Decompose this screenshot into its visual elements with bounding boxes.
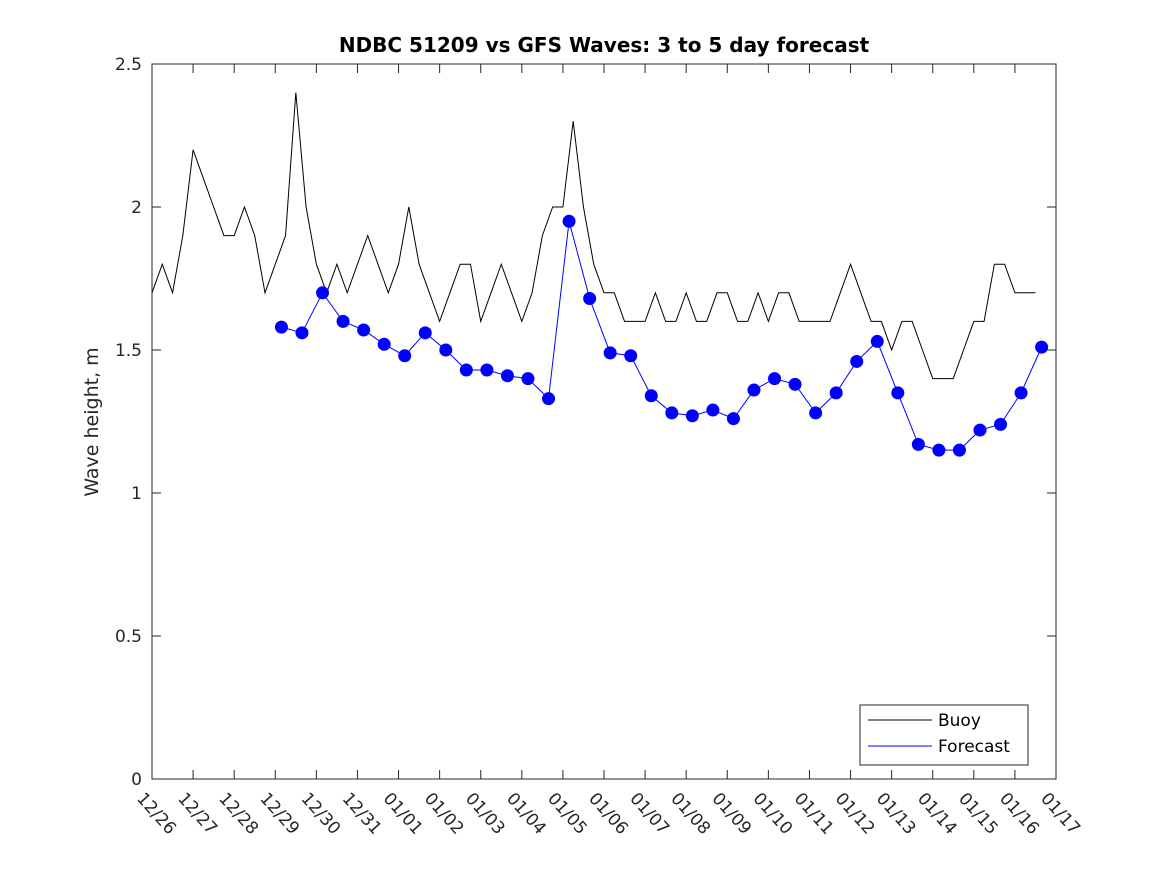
x-tick-label: 01/13 — [872, 789, 920, 839]
x-tick-label: 01/04 — [502, 789, 550, 839]
y-tick-label: 2 — [131, 198, 142, 218]
y-axis-label: Wave height, m — [81, 347, 103, 496]
axes-frame — [151, 63, 1057, 780]
x-tick-label: 01/17 — [1036, 789, 1084, 839]
x-tick-label: 01/16 — [995, 789, 1043, 839]
x-tick-label: 01/12 — [831, 789, 879, 839]
forecast-point — [994, 417, 1008, 431]
y-tick-label: 2.5 — [115, 55, 142, 75]
legend-box — [859, 704, 1029, 766]
forecast-point — [439, 343, 453, 357]
forecast-point — [973, 423, 987, 437]
x-tick-label: 12/28 — [214, 789, 262, 839]
x-tick-label: 12/31 — [338, 789, 386, 839]
forecast-point — [829, 386, 843, 400]
forecast-point — [932, 443, 946, 457]
forecast-point — [809, 406, 823, 420]
y-tick-label: 1 — [131, 484, 142, 504]
forecast-point — [1014, 386, 1028, 400]
legend-forecast-label: Forecast — [938, 737, 1010, 757]
forecast-point — [583, 292, 597, 306]
forecast-point — [747, 383, 761, 397]
forecast-point — [850, 354, 864, 368]
x-tick-label: 01/09 — [708, 789, 756, 839]
x-tick-label: 01/10 — [749, 789, 797, 839]
x-tick-label: 01/03 — [461, 789, 509, 839]
x-tick-label: 01/15 — [954, 789, 1002, 839]
y-tick-label: 0 — [131, 770, 142, 790]
forecast-point — [644, 389, 658, 403]
forecast-point — [480, 363, 494, 377]
forecast-point — [685, 409, 699, 423]
forecast-point — [891, 386, 905, 400]
x-tick-label: 01/01 — [379, 789, 427, 839]
x-tick-label: 01/05 — [543, 789, 591, 839]
forecast-point — [706, 403, 720, 417]
chart-title: NDBC 51209 vs GFS Waves: 3 to 5 day fore… — [339, 33, 870, 57]
forecast-point — [357, 323, 371, 337]
plot-background — [152, 64, 1056, 779]
forecast-point — [952, 443, 966, 457]
forecast-point — [295, 326, 309, 340]
x-tick-label: 01/07 — [625, 789, 673, 839]
x-tick-label: 12/29 — [256, 789, 304, 839]
forecast-point — [768, 372, 782, 386]
y-tick-label: 1.5 — [115, 341, 142, 361]
forecast-point — [398, 349, 412, 363]
forecast-point — [911, 437, 925, 451]
x-tick-label: 01/06 — [584, 789, 632, 839]
forecast-point — [870, 334, 884, 348]
forecast-point — [726, 412, 740, 426]
x-tick-label: 12/30 — [297, 789, 345, 839]
forecast-point — [1035, 340, 1049, 354]
forecast-point — [459, 363, 473, 377]
forecast-point — [336, 314, 350, 328]
x-tick-label: 01/11 — [790, 789, 838, 839]
axes-box — [151, 63, 1057, 780]
x-tick-label: 12/27 — [173, 789, 221, 839]
forecast-point — [542, 392, 556, 406]
forecast-point — [418, 326, 432, 340]
forecast-point — [316, 286, 330, 300]
legend-buoy-label: Buoy — [938, 711, 981, 731]
plot-area — [152, 64, 1056, 779]
x-tick-label: 12/26 — [132, 789, 180, 839]
x-tick-label: 01/14 — [913, 789, 961, 839]
series-layer — [151, 92, 1049, 457]
y-tick-label: 0.5 — [115, 627, 142, 647]
forecast-point — [500, 369, 514, 383]
forecast-point — [521, 372, 535, 386]
forecast-point — [377, 337, 391, 351]
legend: Buoy Forecast — [859, 704, 1029, 766]
x-tick-label: 01/08 — [666, 789, 714, 839]
buoy-series-line — [151, 92, 1036, 380]
forecast-point — [562, 214, 576, 228]
forecast-point — [603, 346, 617, 360]
forecast-point — [274, 320, 288, 334]
x-tick-label: 01/02 — [420, 789, 468, 839]
forecast-point — [665, 406, 679, 420]
forecast-point — [624, 349, 638, 363]
forecast-point — [788, 377, 802, 391]
